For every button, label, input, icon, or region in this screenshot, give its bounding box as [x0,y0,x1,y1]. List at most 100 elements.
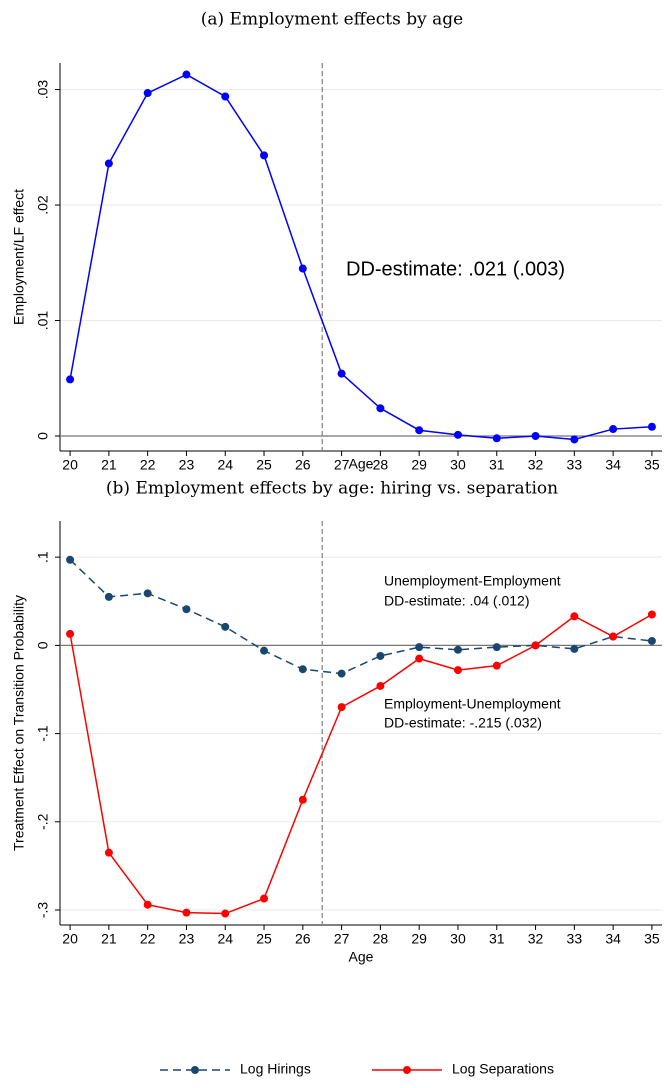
point [298,665,307,674]
legend-label: Log Separations [452,1061,554,1077]
y-tick-label: 0 [35,641,51,649]
point [143,589,152,598]
point [260,646,269,655]
legend-marker [403,1066,411,1074]
point [182,605,191,614]
point [337,369,346,378]
x-tick-label: 34 [605,931,621,947]
x-axis-title: Age [349,949,374,965]
point [143,900,152,909]
point [104,592,113,601]
y-axis-title: Employment/LF effect [11,189,27,325]
y-axis-title: Treatment Effect on Transition Probabili… [11,595,27,851]
x-tick-label: 30 [450,931,466,947]
point [492,661,501,670]
x-tick-label: 35 [644,457,660,473]
point [260,151,269,160]
x-tick-label: 27 [334,931,350,947]
y-tick-label: -.3 [35,902,51,919]
point [66,555,75,564]
annotation: DD-estimate: -.215 (.032) [384,715,542,731]
point [609,425,618,434]
x-tick-label: 33 [567,931,583,947]
x-tick-label: 33 [567,457,583,473]
x-tick-label: 20 [62,931,78,947]
point [221,622,230,631]
point [260,894,269,903]
point [570,612,579,621]
x-tick-label: 24 [217,931,233,947]
x-tick-label: 32 [528,457,544,473]
point [376,681,385,690]
chart-title: (b) Employment effects by age: hiring vs… [106,479,558,499]
annotation: DD-estimate: .04 (.012) [384,593,530,609]
x-tick-label: 28 [373,931,389,947]
point [492,643,501,652]
point [221,92,230,101]
point [647,422,656,431]
x-tick-label: 35 [644,931,660,947]
legend-marker [191,1066,199,1074]
x-tick-label: 31 [489,457,505,473]
point [647,610,656,619]
point [337,669,346,678]
point [415,426,424,435]
point [298,264,307,273]
legend-label: Log Hirings [240,1061,311,1077]
annotation: Unemployment-Employment [384,573,561,589]
point [104,848,113,857]
point [570,435,579,444]
y-tick-label: .03 [35,80,51,100]
series-line [69,613,653,915]
y-tick-label: -.1 [35,725,51,742]
x-tick-label: 23 [179,457,195,473]
series-line [69,73,652,441]
point [453,430,462,439]
point [143,89,152,98]
x-tick-label: 29 [411,931,427,947]
y-tick-label: -.2 [35,813,51,830]
x-tick-label: 20 [62,457,78,473]
x-tick-label: 30 [450,457,466,473]
point [453,645,462,654]
x-tick-label: 29 [411,457,427,473]
point [66,629,75,638]
x-tick-label: 28 [373,457,389,473]
x-tick-label: 32 [528,931,544,947]
x-tick-label: 25 [256,457,272,473]
x-tick-label: 22 [140,931,156,947]
series-line [69,559,652,675]
point [66,375,75,384]
point [531,431,540,440]
point [415,643,424,652]
point [415,654,424,663]
point [182,908,191,917]
annotation: Employment-Unemployment [384,696,561,712]
x-tick-label: 22 [140,457,156,473]
point [182,70,191,79]
point [104,159,113,168]
x-axis-title: Age [349,456,374,472]
y-tick-label: .02 [35,195,51,215]
x-tick-label: 31 [489,931,505,947]
point [298,795,307,804]
x-tick-label: 21 [101,457,117,473]
point [531,641,540,650]
x-tick-label: 21 [101,931,117,947]
x-tick-label: 26 [295,457,311,473]
point [609,632,618,641]
y-tick-label: .01 [35,311,51,331]
point [647,636,656,645]
point [570,644,579,653]
chart-title: (a) Employment effects by age [201,10,464,30]
x-tick-label: 27 [334,457,350,473]
x-tick-label: 25 [256,931,272,947]
y-tick-label: .1 [35,551,51,563]
point [376,651,385,660]
point [337,703,346,712]
annotation: DD-estimate: .021 (.003) [346,258,565,280]
x-tick-label: 23 [179,931,195,947]
point [492,434,501,443]
